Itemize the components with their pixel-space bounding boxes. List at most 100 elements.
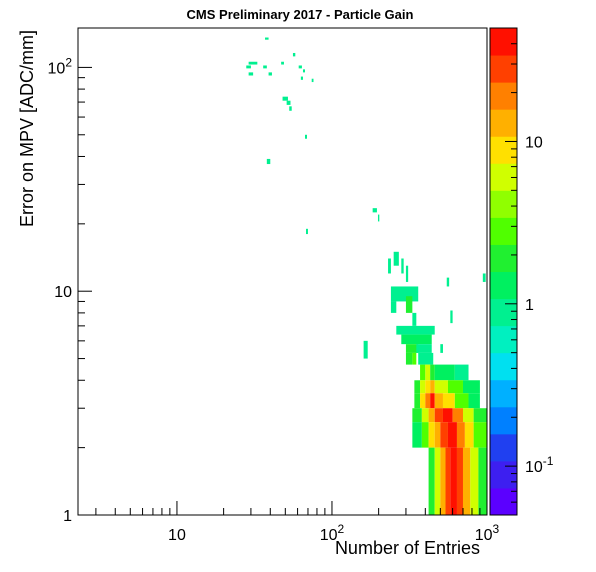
heatmap-cell — [300, 76, 303, 80]
heatmap-cell — [377, 214, 380, 222]
heatmap-cell — [418, 352, 434, 365]
heatmap-cell — [421, 422, 429, 448]
heatmap-cell — [450, 310, 453, 324]
y-axis-label: Error on MPV [ADC/mm] — [17, 30, 37, 227]
heatmap-cell — [266, 158, 271, 165]
heatmap-cell — [405, 296, 413, 313]
heatmap-cell — [434, 380, 448, 394]
heatmap-cells — [246, 37, 487, 515]
heatmap-cell — [412, 408, 422, 423]
palette-tick-label: 10-1 — [525, 454, 554, 476]
palette-tick-label: 10 — [525, 134, 543, 151]
y-tick-label: 1 — [63, 508, 72, 525]
heatmap-cell — [305, 134, 307, 139]
palette-step — [490, 109, 517, 137]
palette-frame — [489, 27, 518, 516]
heatmap-cell — [462, 447, 471, 515]
palette-step — [490, 433, 517, 462]
chart-title: CMS Preliminary 2017 - Particle Gain — [187, 7, 414, 22]
heatmap-cell — [298, 65, 302, 69]
heatmap-cell — [447, 422, 457, 448]
heatmap-cell — [462, 408, 474, 423]
heatmap-cell — [420, 380, 426, 394]
heatmap-cell — [372, 208, 377, 213]
heatmap-cell — [434, 364, 455, 381]
color-scale: 10-1 1 10 — [489, 27, 554, 516]
heatmap-cell — [286, 100, 291, 105]
heatmap-cell — [401, 258, 404, 274]
heatmap-cell — [446, 277, 450, 287]
heatmap-cell — [430, 364, 435, 381]
heatmap-cell — [363, 340, 368, 359]
palette-step — [490, 190, 517, 218]
heatmap-cell — [452, 408, 463, 423]
heatmap-cell — [470, 447, 479, 515]
palette-step — [490, 55, 517, 83]
heatmap-cell — [456, 447, 463, 515]
heatmap-cell — [464, 422, 474, 448]
heatmap-cell — [473, 408, 487, 423]
palette-step — [490, 460, 517, 489]
palette-step — [490, 244, 517, 272]
x-tick-label: 10 — [168, 527, 186, 544]
heatmap-cell — [292, 52, 296, 57]
heatmap-cell — [450, 447, 457, 515]
heatmap-cell — [268, 72, 272, 76]
heatmap-cell — [412, 352, 417, 365]
heatmap-cell — [440, 447, 446, 515]
y-tick-label: 10 — [54, 284, 72, 301]
heatmap-cell — [434, 447, 441, 515]
heatmap-cell — [405, 265, 409, 282]
heatmap-cell — [302, 69, 306, 73]
heatmap-cell — [401, 334, 432, 345]
palette-step — [490, 298, 517, 327]
heatmap-cell — [430, 380, 435, 394]
heatmap-cell — [405, 344, 419, 353]
heatmap-cell — [434, 393, 443, 409]
heatmap-cell — [405, 352, 413, 365]
heatmap-cell — [428, 447, 435, 515]
heatmap-cell — [306, 228, 308, 235]
heatmap-cell — [414, 380, 421, 394]
heatmap-cell — [412, 422, 422, 448]
heatmap-cell — [412, 312, 417, 326]
palette-tick-label: 1 — [525, 297, 534, 314]
heatmap-cell — [265, 37, 269, 40]
palette-step — [490, 28, 517, 56]
heatmap-cell — [420, 364, 426, 381]
heatmap-cell — [428, 422, 435, 448]
heatmap-cell — [282, 96, 288, 101]
heatmap-cell — [442, 408, 453, 423]
heatmap-cell — [440, 422, 448, 448]
heatmap-cell — [289, 106, 292, 111]
heatmap-cell — [414, 393, 421, 409]
palette-step — [490, 217, 517, 245]
heatmap-cell — [434, 422, 441, 448]
heatmap-cell — [478, 447, 487, 515]
x-axis-label: Number of Entries — [335, 538, 480, 558]
heatmap-cell — [430, 393, 435, 409]
heatmap-cell — [440, 344, 443, 353]
heatmap-cell — [416, 344, 432, 353]
plot-frame — [77, 27, 488, 516]
heatmap-cell — [248, 61, 258, 65]
heatmap-cell — [425, 380, 431, 394]
heatmap-cell — [462, 380, 480, 394]
heatmap-cell — [442, 393, 455, 409]
heatmap-cell — [428, 408, 435, 423]
heatmap-cell — [473, 422, 487, 448]
heatmap-cell — [445, 447, 451, 515]
palette-step — [490, 136, 517, 164]
heatmap-cell — [482, 273, 486, 282]
heatmap-cell — [311, 78, 314, 83]
heatmap-cell — [388, 258, 391, 274]
heatmap-cell — [390, 286, 419, 302]
heatmap-cell — [420, 393, 426, 409]
heatmap-cell — [396, 325, 435, 335]
heatmap-cell — [454, 364, 469, 381]
palette-step — [490, 379, 517, 408]
heatmap-cell — [281, 61, 284, 65]
